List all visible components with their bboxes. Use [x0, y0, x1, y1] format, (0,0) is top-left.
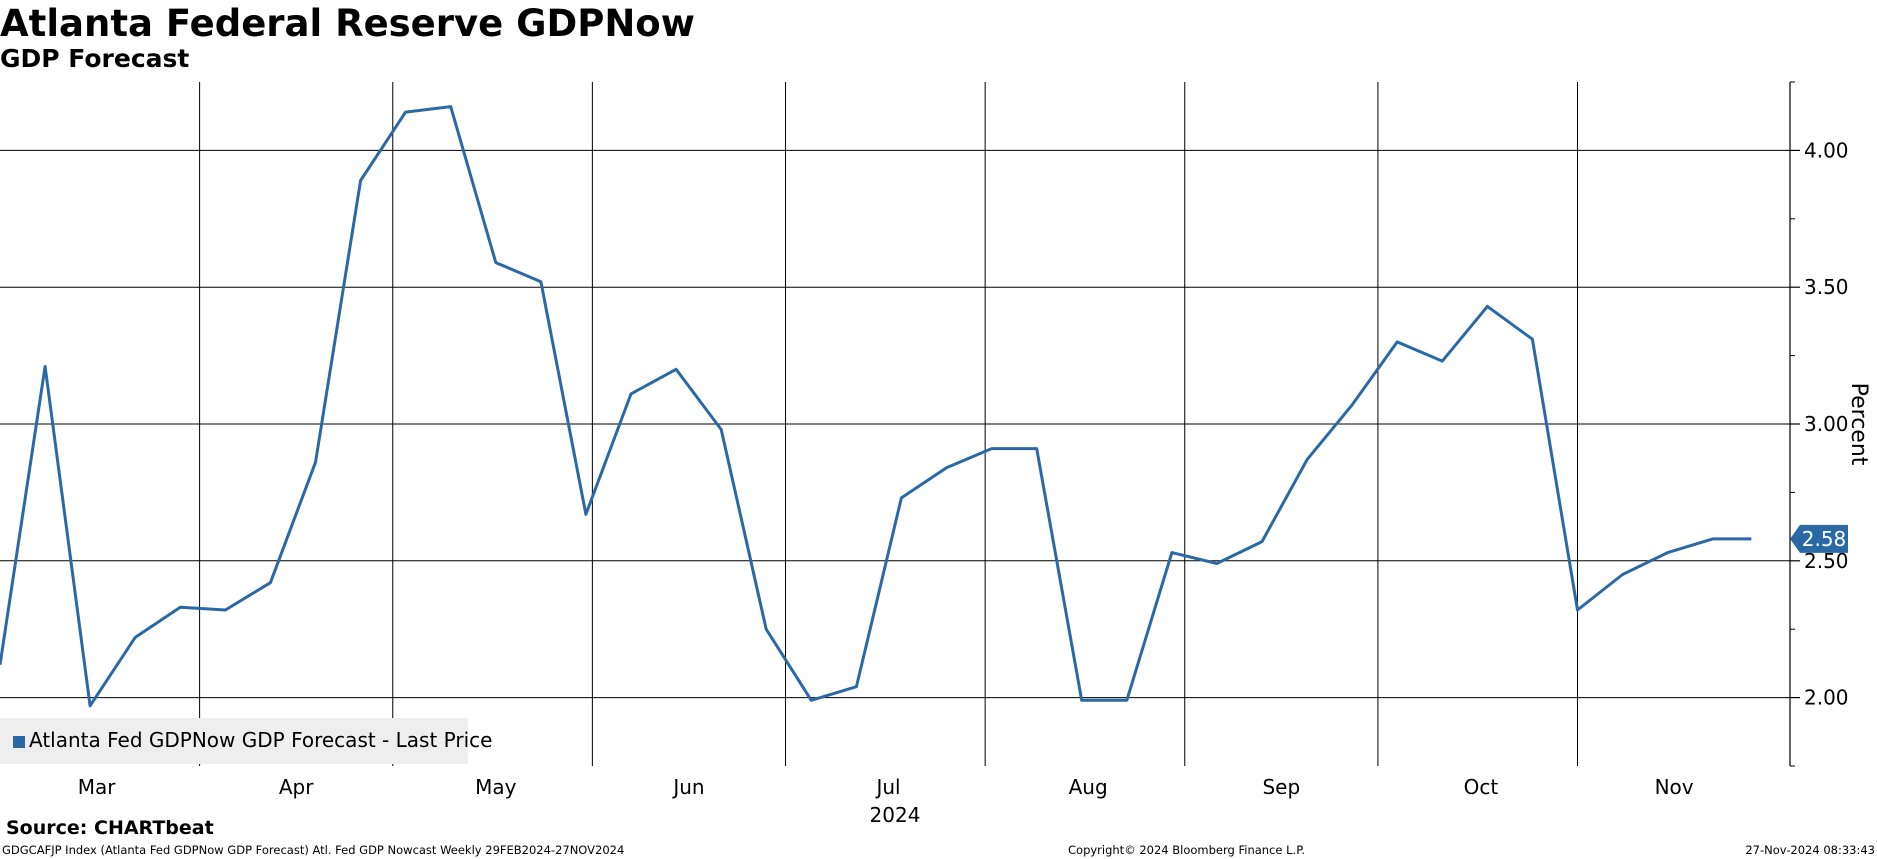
chart-title: Atlanta Federal Reserve GDPNow: [0, 2, 695, 45]
y-tick-label: 3.00: [1804, 412, 1849, 436]
copyright-text: Copyright© 2024 Bloomberg Finance L.P.: [1068, 843, 1305, 857]
legend-label: Atlanta Fed GDPNow GDP Forecast - Last P…: [29, 728, 493, 752]
x-tick-label: Sep: [1262, 775, 1300, 799]
y-tick-label: 3.50: [1804, 275, 1849, 299]
y-tick-label: 2.00: [1804, 686, 1849, 710]
x-year-label: 2024: [870, 803, 921, 827]
y-axis-title: Percent: [1846, 383, 1871, 466]
x-tick-label: Oct: [1464, 775, 1499, 799]
x-tick-label: Aug: [1069, 775, 1108, 799]
series-layer: [0, 105, 1752, 708]
chart-subtitle: GDP Forecast: [0, 44, 190, 73]
series-description: GDGCAFJP Index (Atlanta Fed GDPNow GDP F…: [2, 843, 625, 857]
x-tick-label: Jun: [671, 775, 704, 799]
grid-layer: [0, 82, 1790, 766]
legend: Atlanta Fed GDPNow GDP Forecast - Last P…: [0, 718, 492, 764]
legend-swatch: [13, 736, 25, 748]
source-label: Source: CHARTbeat: [6, 817, 214, 839]
x-tick-label: Apr: [279, 775, 314, 799]
last-price-tag: 2.58: [1790, 524, 1848, 553]
x-tick-label: Jul: [874, 775, 900, 799]
series-line: [0, 105, 1752, 708]
x-tick-label: May: [475, 775, 517, 799]
last-price-tag-shape: [1790, 524, 1848, 553]
x-tick-label: Nov: [1655, 775, 1694, 799]
y-tick-label: 4.00: [1804, 138, 1849, 162]
x-tick-label: Mar: [78, 775, 117, 799]
timestamp: 27-Nov-2024 08:33:43: [1745, 843, 1875, 857]
last-price-label: 2.58: [1802, 527, 1847, 551]
